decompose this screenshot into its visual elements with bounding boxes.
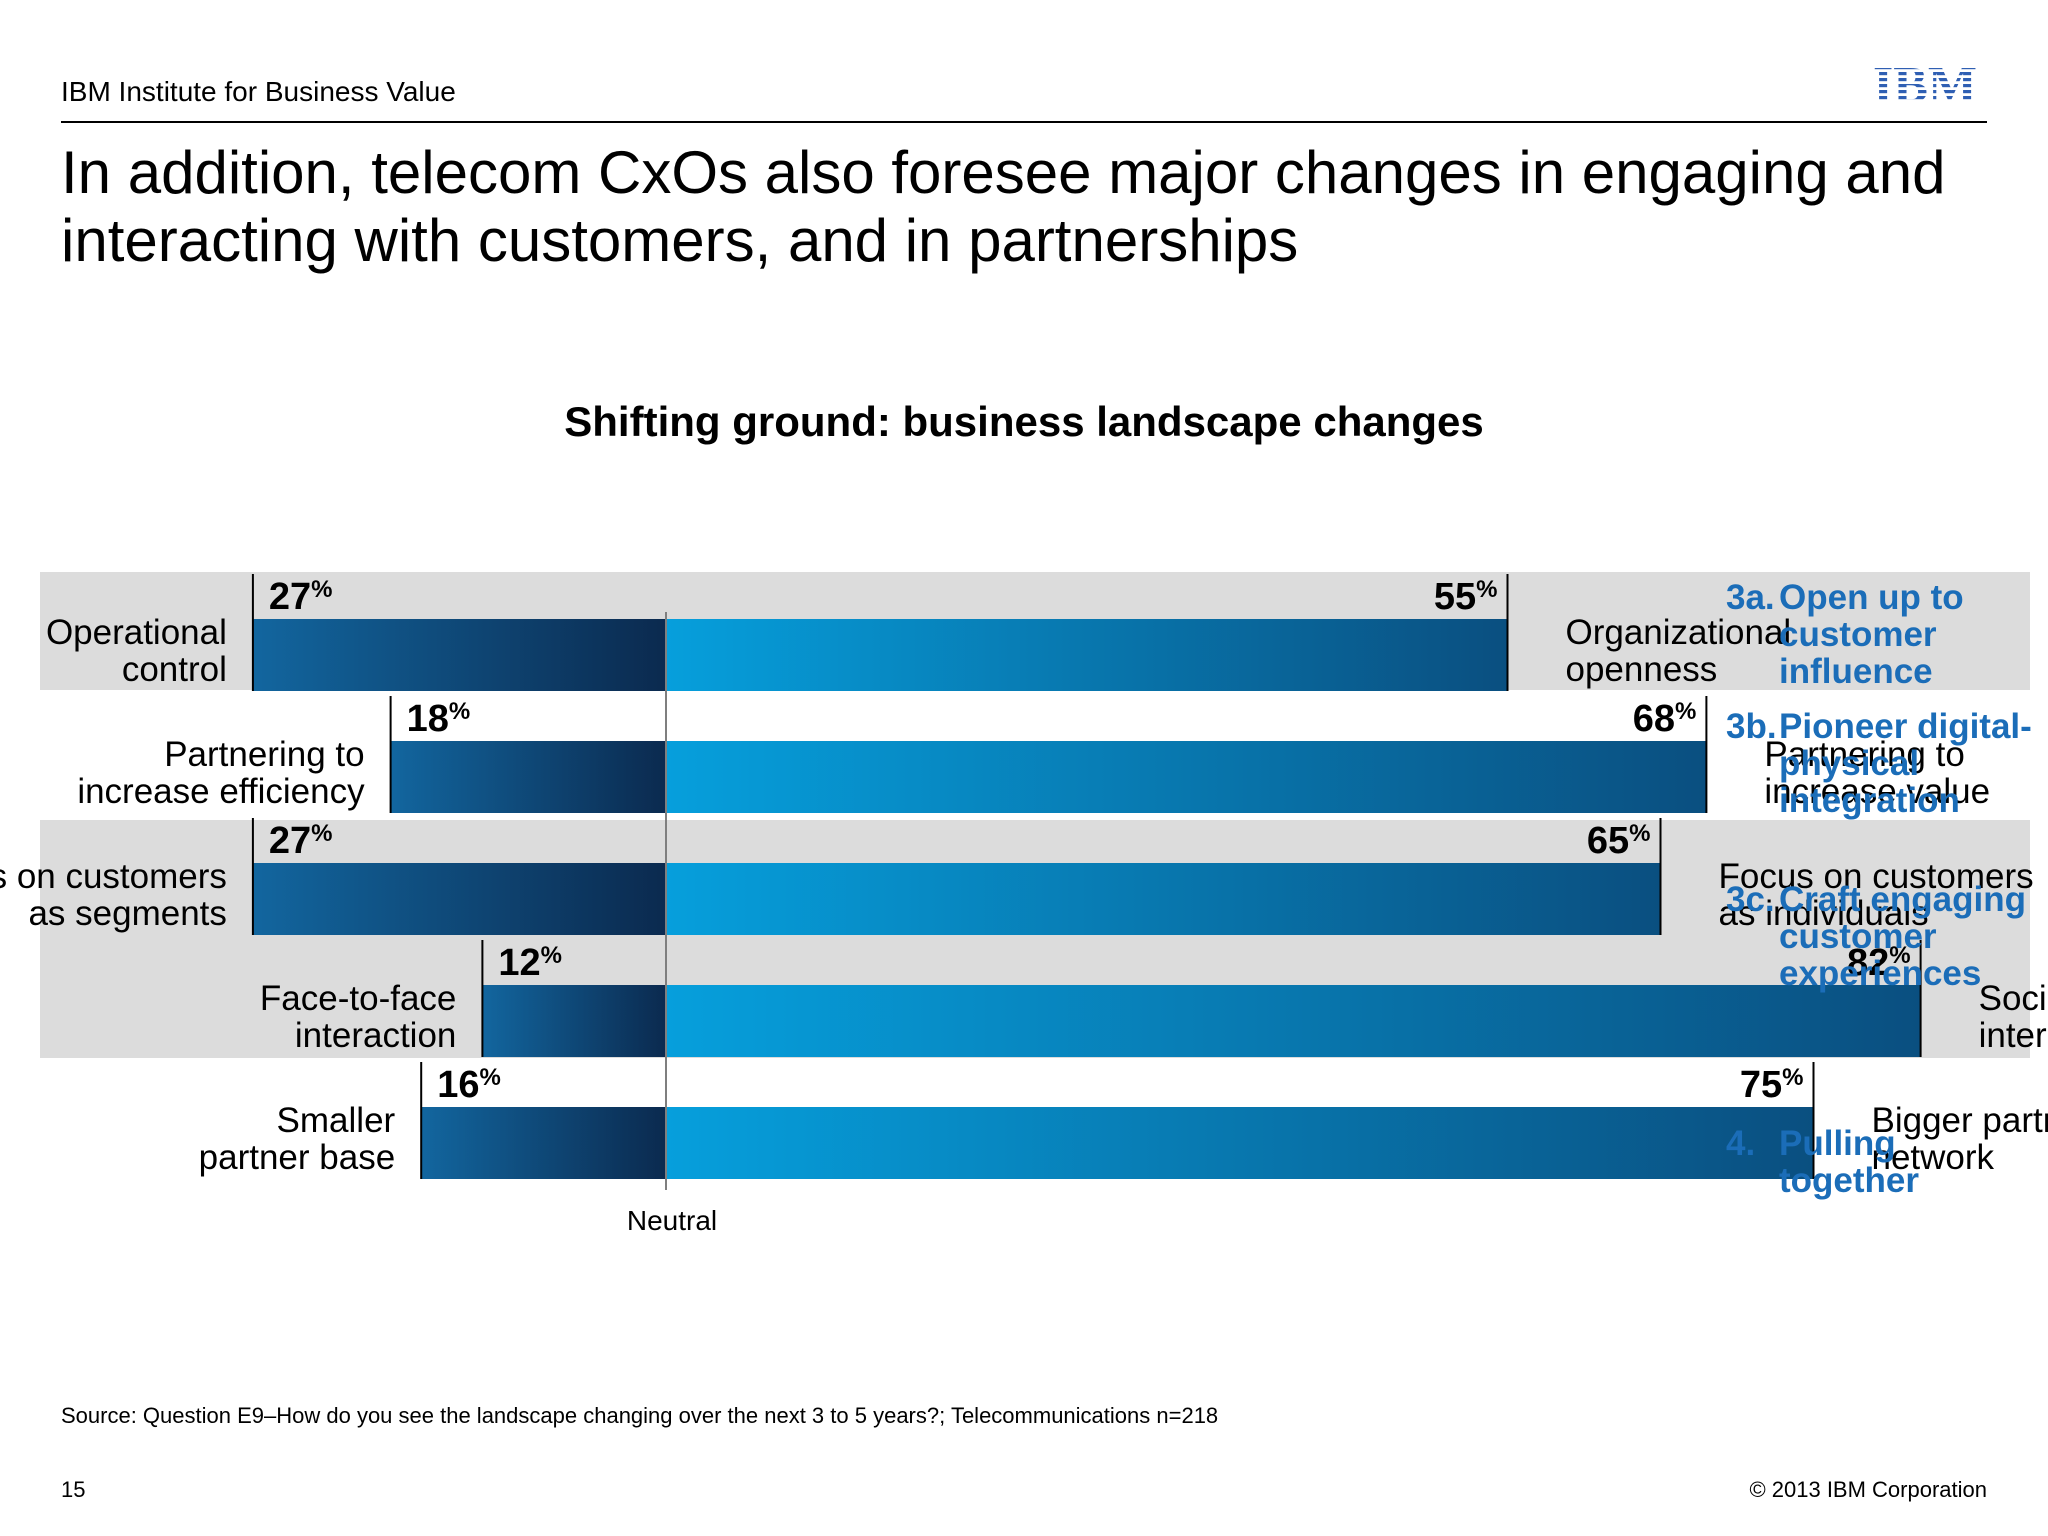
theme-label-3: Craft engaging customer experiences — [1779, 880, 2026, 993]
category-label-right-3: Focus on customers as individuals — [1719, 857, 2034, 933]
category-label-left-4: Face-to-face interaction — [260, 979, 456, 1055]
page-title: In addition, telecom CxOs also foresee m… — [61, 139, 1946, 274]
theme-number-2: 3b. — [1726, 707, 1777, 746]
bar-left-1 — [252, 619, 666, 691]
value-label-right-2: 68% — [1633, 698, 1697, 740]
theme-label-2: Pioneer digital-physical integration — [1779, 707, 2032, 820]
theme-number-4: 4. — [1726, 1124, 1755, 1163]
bar-left-2 — [390, 741, 666, 813]
category-label-right-4: Social/digitalinteraction — [1979, 979, 2048, 1055]
bar-right-1 — [666, 619, 1508, 691]
theme-number-1: 3a. — [1726, 578, 1775, 617]
page-number: 15 — [61, 1477, 86, 1502]
value-label-left-5: 16% — [437, 1064, 501, 1106]
category-label-left-5: Smaller partner base — [199, 1101, 396, 1177]
value-label-right-1: 55% — [1434, 576, 1498, 618]
category-label-left-1: Operational control — [46, 613, 227, 689]
chart-title: Shifting ground: business landscape chan… — [564, 398, 1484, 445]
neutral-label: Neutral — [627, 1205, 717, 1236]
theme-label-4: Pulling together — [1779, 1124, 1919, 1200]
category-label-right-2: Partnering to increase value — [1764, 735, 1990, 811]
org-name: IBM Institute for Business Value — [61, 76, 456, 107]
bar-left-4 — [482, 985, 666, 1057]
ibm-logo: IBM — [1873, 60, 1977, 106]
bar-right-3 — [666, 863, 1661, 935]
value-label-right-3: 65% — [1587, 820, 1651, 862]
value-label-left-1: 27% — [269, 576, 333, 618]
bar-right-4 — [666, 985, 1921, 1057]
bar-right-5 — [666, 1107, 1814, 1179]
theme-number-3: 3c. — [1726, 880, 1775, 919]
category-label-left-2: Partnering to increase efficiency — [77, 735, 365, 811]
copyright: © 2013 IBM Corporation — [1749, 1477, 1987, 1502]
category-label-right-5: Bigger partnernetwork — [1872, 1101, 2048, 1177]
bar-left-5 — [421, 1107, 666, 1179]
bar-left-3 — [252, 863, 666, 935]
value-label-right-5: 75% — [1740, 1064, 1804, 1106]
svg-text:IBM: IBM — [1873, 60, 1977, 106]
value-label-left-3: 27% — [269, 820, 333, 862]
bar-right-2 — [666, 741, 1707, 813]
source-note: Source: Question E9–How do you see the l… — [61, 1403, 1219, 1428]
header-rule — [61, 121, 1987, 123]
category-label-right-1: Organizational openness — [1566, 613, 1792, 689]
theme-label-1: Open up to customer influence — [1779, 578, 1964, 691]
value-label-left-2: 18% — [407, 698, 471, 740]
